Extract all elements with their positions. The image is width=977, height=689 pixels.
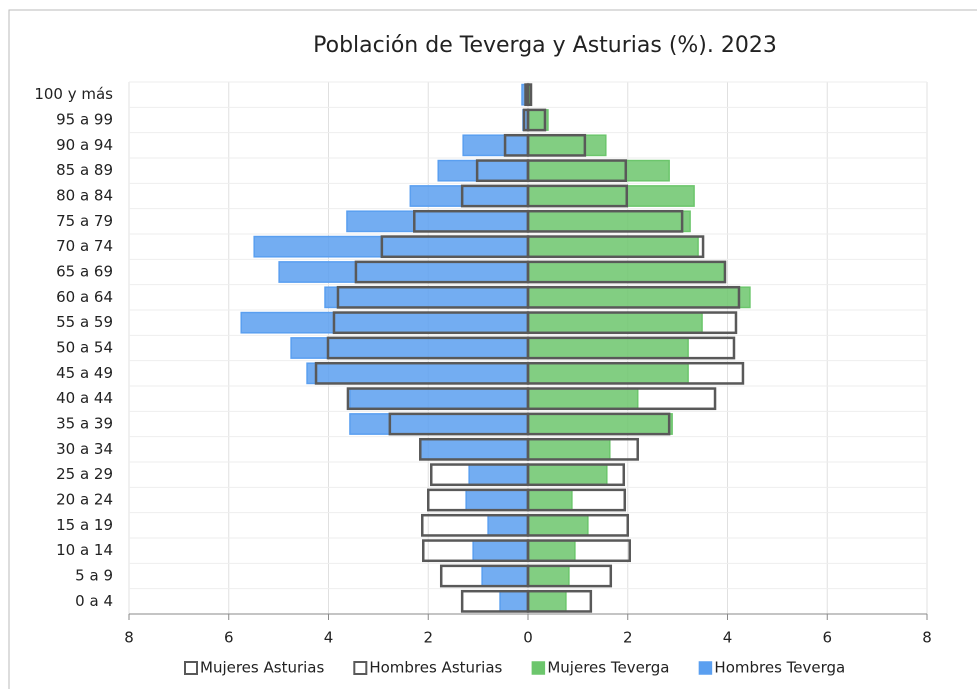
x-tick-label: 6 (224, 629, 234, 647)
bar (388, 412, 530, 436)
y-tick-label: 95 a 99 (56, 111, 113, 129)
bar (527, 565, 570, 587)
y-tick-label: 35 a 39 (56, 415, 113, 433)
bar (527, 362, 689, 385)
bar (324, 286, 529, 309)
y-tick-label: 75 a 79 (56, 212, 113, 230)
y-tick-label: 70 a 74 (56, 237, 113, 255)
y-tick-label: 0 a 4 (75, 592, 113, 610)
bar (527, 514, 589, 537)
bar (419, 438, 529, 461)
bar (522, 108, 530, 132)
bar (421, 513, 530, 537)
legend-swatch (184, 661, 198, 675)
y-tick-label: 65 a 69 (56, 263, 113, 281)
x-tick-label: 0 (523, 629, 533, 647)
y-tick-label: 55 a 59 (56, 313, 113, 331)
y-tick-label: 20 a 24 (56, 491, 113, 509)
y-tick-label: 100 y más (34, 85, 113, 103)
bar (527, 159, 670, 182)
x-tick-label: 6 (822, 629, 832, 647)
bar (419, 437, 530, 461)
bar (527, 489, 573, 511)
bar (380, 235, 530, 259)
y-tick-label: 25 a 29 (56, 465, 113, 483)
bar (306, 362, 529, 385)
y-tick-label: 60 a 64 (56, 288, 113, 306)
bar (465, 489, 529, 511)
bar (527, 438, 611, 461)
x-tick-label: 8 (922, 629, 932, 647)
x-tick-label: 4 (723, 629, 733, 647)
bar (349, 413, 529, 435)
bar (524, 83, 530, 107)
x-tick-label: 2 (623, 629, 633, 647)
legend-swatch (353, 661, 368, 675)
bar (481, 565, 529, 587)
bar (290, 337, 529, 359)
y-tick-label: 45 a 49 (56, 364, 113, 382)
y-tick-label: 85 a 89 (56, 161, 113, 179)
bar (527, 185, 695, 207)
x-tick-label: 4 (324, 629, 334, 647)
y-tick-label: 10 a 14 (56, 541, 113, 559)
bar (527, 463, 608, 486)
bar (429, 463, 530, 487)
bar (527, 286, 751, 309)
bar (253, 235, 529, 258)
bar (503, 133, 530, 157)
bar (326, 336, 530, 360)
bar (460, 184, 530, 208)
bar (527, 311, 703, 334)
y-tick-label: 90 a 94 (56, 136, 113, 154)
bar (475, 159, 530, 183)
bar (527, 134, 607, 157)
bar (468, 463, 529, 486)
bar (499, 590, 529, 613)
bar (460, 589, 530, 613)
bar (314, 361, 530, 385)
bar (278, 261, 529, 283)
bar (527, 235, 699, 258)
legend-label: Hombres Teverga (714, 659, 845, 677)
bar (527, 337, 689, 359)
bar (422, 539, 530, 563)
bar (437, 159, 529, 182)
y-tick-label: 30 a 34 (56, 440, 113, 458)
bar (527, 387, 639, 410)
bar (332, 311, 530, 335)
y-tick-label: 5 a 9 (75, 567, 113, 585)
bar (409, 185, 529, 207)
bar (427, 488, 530, 512)
y-tick-label: 15 a 19 (56, 516, 113, 534)
legend-label: Mujeres Teverga (547, 659, 669, 677)
bar (527, 590, 567, 613)
bar (346, 210, 529, 233)
legend-label: Hombres Asturias (369, 659, 502, 677)
bar (527, 261, 725, 283)
bar (527, 413, 673, 435)
bar (336, 285, 530, 309)
y-tick-label: 50 a 54 (56, 339, 113, 357)
legend-label: Mujeres Asturias (200, 659, 324, 677)
y-tick-label: 80 a 84 (56, 187, 113, 205)
x-tick-label: 2 (423, 629, 433, 647)
bar (439, 564, 530, 588)
bar (346, 387, 530, 411)
bar (413, 209, 530, 233)
bar (527, 210, 691, 233)
bar (354, 260, 530, 284)
x-tick-label: 8 (124, 629, 134, 647)
bar (349, 387, 529, 410)
bar (472, 539, 529, 562)
bar (462, 134, 529, 157)
chart-title: Población de Teverga y Asturias (%). 202… (313, 33, 777, 58)
bar (240, 311, 529, 334)
legend-swatch (531, 661, 546, 675)
bar (487, 514, 529, 537)
legend-swatch (698, 661, 713, 675)
bar (527, 539, 576, 562)
y-tick-label: 40 a 44 (56, 389, 113, 407)
